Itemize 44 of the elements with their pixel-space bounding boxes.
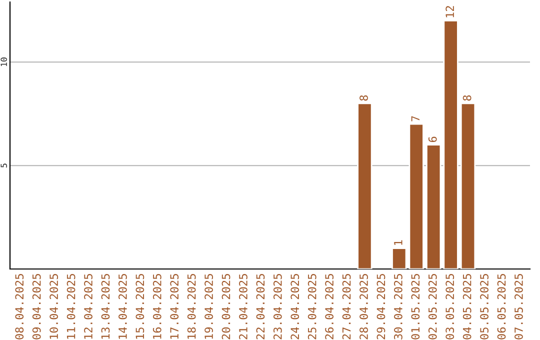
x-tick-label: 13.04.2025 [101,274,110,339]
x-tick-label: 30.04.2025 [394,274,402,340]
x-tick-label: 14.04.2025 [118,274,127,339]
bar [408,123,424,269]
data-label: 1 [394,240,402,245]
bar [357,102,372,269]
x-tick-label: 20.04.2025 [222,274,230,340]
x-tick-label: 25.04.2025 [308,274,316,340]
x-tick-label: 01.05.2025 [411,274,420,340]
bar [392,248,407,269]
x-tick-label: 07.05.2025 [514,274,523,340]
x-tick-label: 15.04.2025 [136,274,144,339]
x-tick-label: 19.04.2025 [204,274,213,339]
x-tick-label: 27.04.2025 [342,274,351,340]
bar [426,144,442,269]
x-tick-label: 29.04.2025 [376,274,386,340]
x-tick-label: 08.04.2025 [15,274,24,340]
x-tick-label: 16.04.2025 [152,274,162,339]
x-tick-label: 02.05.2025 [428,274,437,340]
x-tick-label: 17.04.2025 [170,274,179,339]
x-tick-label: 28.04.2025 [360,274,368,340]
x-tick-label: 05.05.2025 [480,274,488,340]
bar [443,20,458,269]
data-label: 8 [360,95,368,101]
x-tick-label: 23.04.2025 [273,274,282,340]
data-label: 6 [428,136,437,142]
x-tick-label: 18.04.2025 [187,274,196,339]
x-tick-label: 11.04.2025 [66,274,76,339]
x-tick-label: 21.04.2025 [239,274,248,340]
x-tick-label: 04.05.2025 [462,274,472,340]
x-tick-label: 22.04.2025 [256,274,265,340]
y-tick-label: 10 [0,58,7,66]
x-tick-label: 10.04.2025 [50,274,58,339]
data-label: 12 [446,6,454,18]
bar [460,102,476,269]
y-tick-label: 5 [0,164,7,168]
x-tick-label: 06.05.2025 [497,274,506,340]
x-tick-label: 09.04.2025 [32,274,41,340]
x-tick-label: 24.04.2025 [290,274,300,340]
x-tick-label: 12.04.2025 [84,274,92,339]
x-tick-label: 03.05.2025 [446,274,454,340]
x-tick-label: 26.04.2025 [325,274,334,340]
data-label: 8 [462,95,472,101]
data-label: 7 [411,116,420,122]
